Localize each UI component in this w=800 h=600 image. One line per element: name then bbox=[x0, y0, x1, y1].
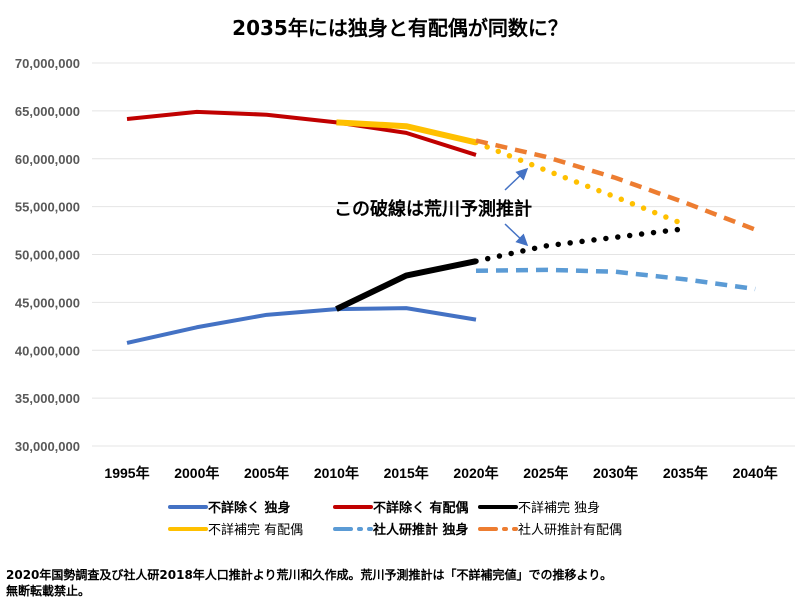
y-tick-label: 60,000,000 bbox=[15, 152, 80, 167]
source-line-2: 無断転載禁止。 bbox=[6, 584, 91, 598]
series-line bbox=[336, 119, 477, 146]
x-tick-label: 2010年 bbox=[314, 465, 359, 481]
legend-label: 社人研推計有配偶 bbox=[518, 522, 622, 538]
legend-label: 不詳補完 独身 bbox=[518, 500, 600, 516]
x-tick-label: 1995年 bbox=[104, 465, 149, 481]
source-line-1: 2020年国勢調査及び社人研2018年人口推計より荒川和久作成。荒川予測推計は「… bbox=[6, 568, 613, 582]
x-tick-label: 2020年 bbox=[453, 465, 498, 481]
x-tick-label: 2040年 bbox=[733, 465, 778, 481]
series-line-dashed bbox=[475, 267, 756, 292]
y-tick-label: 35,000,000 bbox=[15, 391, 80, 406]
series-line-dotted bbox=[473, 225, 689, 264]
source-note: 2020年国勢調査及び社人研2018年人口推計より荒川和久作成。荒川予測推計は「… bbox=[6, 567, 612, 599]
y-tick-label: 30,000,000 bbox=[15, 439, 80, 454]
x-tick-label: 2025年 bbox=[523, 465, 568, 481]
x-tick-label: 2035年 bbox=[663, 465, 708, 481]
legend-label: 不詳補完 有配偶 bbox=[208, 522, 303, 538]
y-tick-label: 45,000,000 bbox=[15, 295, 80, 310]
series-line-dashed bbox=[475, 138, 757, 232]
series-line bbox=[126, 109, 477, 157]
y-tick-label: 70,000,000 bbox=[15, 56, 80, 71]
x-tick-label: 2005年 bbox=[244, 465, 289, 481]
series-line bbox=[335, 258, 477, 312]
chart-title: 2035年には独身と有配偶が同数に？ bbox=[232, 16, 568, 40]
x-tick-label: 2000年 bbox=[174, 465, 219, 481]
annotation-arrow bbox=[504, 167, 529, 191]
y-tick-label: 55,000,000 bbox=[15, 200, 80, 215]
y-tick-label: 65,000,000 bbox=[15, 104, 80, 119]
legend-label: 不詳除く 独身 bbox=[208, 500, 291, 516]
legend-label: 不詳除く 有配偶 bbox=[373, 500, 469, 516]
y-tick-label: 40,000,000 bbox=[15, 343, 80, 358]
series-line bbox=[126, 306, 477, 345]
y-tick-label: 50,000,000 bbox=[15, 248, 80, 263]
x-tick-label: 2030年 bbox=[593, 465, 638, 481]
series-line-dotted bbox=[473, 139, 689, 228]
annotation-arrow bbox=[504, 223, 529, 247]
x-tick-label: 2015年 bbox=[384, 465, 429, 481]
legend-label: 社人研推計 独身 bbox=[372, 522, 469, 538]
annotation-label: この破線は荒川予測推計 bbox=[334, 198, 532, 220]
